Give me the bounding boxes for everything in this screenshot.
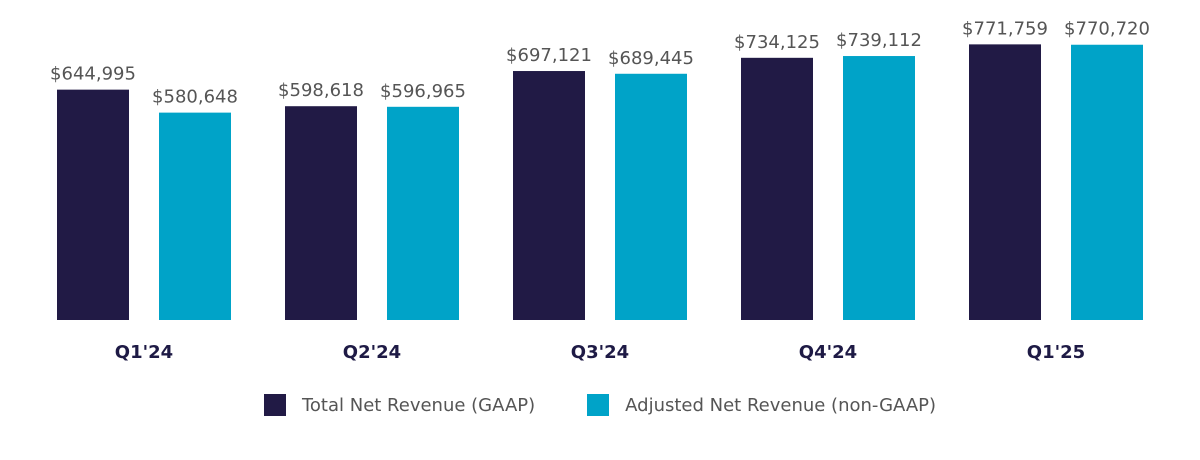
legend-swatch-total-net-revenue [263, 394, 286, 416]
legend-label-total-net-revenue: Total Net Revenue (GAAP) [301, 394, 536, 416]
value-label-total-q2-24: $598,618 [278, 80, 364, 101]
bar-adjusted-q1-25 [1071, 44, 1143, 320]
value-label-adjusted-q4-24: $739,112 [836, 30, 922, 51]
bar-adjusted-q4-24 [843, 56, 915, 320]
x-tick-label-q1-24: Q1'24 [115, 342, 173, 363]
bar-total-q1-25 [969, 44, 1041, 320]
x-tick-label-q2-24: Q2'24 [343, 342, 401, 363]
bar-adjusted-q1-24 [159, 112, 231, 320]
legend-label-adjusted-net-revenue: Adjusted Net Revenue (non-GAAP) [625, 394, 937, 416]
value-label-total-q1-25: $771,759 [962, 18, 1048, 39]
legend-swatch-adjusted-net-revenue [587, 394, 610, 416]
value-label-adjusted-q3-24: $689,445 [608, 48, 694, 69]
legend-item-adjusted-net-revenue: Adjusted Net Revenue (non-GAAP) [587, 394, 936, 416]
bar-total-q1-24 [57, 89, 129, 320]
value-label-total-q4-24: $734,125 [734, 32, 820, 53]
chart-legend: Total Net Revenue (GAAP) Adjusted Net Re… [0, 394, 1200, 416]
x-tick-label-q4-24: Q4'24 [799, 342, 857, 363]
bar-total-q4-24 [741, 57, 813, 320]
legend-item-total-net-revenue: Total Net Revenue (GAAP) [263, 394, 536, 416]
value-label-adjusted-q1-25: $770,720 [1064, 19, 1150, 40]
value-label-total-q1-24: $644,995 [50, 64, 136, 85]
value-label-total-q3-24: $697,121 [506, 45, 592, 66]
x-tick-label-q3-24: Q3'24 [571, 342, 629, 363]
bar-total-q3-24 [513, 71, 585, 320]
bar-adjusted-q2-24 [387, 106, 459, 320]
value-label-adjusted-q2-24: $596,965 [380, 81, 466, 102]
x-tick-label-q1-25: Q1'25 [1027, 342, 1085, 363]
bar-adjusted-q3-24 [615, 73, 687, 320]
bar-total-q2-24 [285, 106, 357, 320]
value-label-adjusted-q1-24: $580,648 [152, 87, 238, 108]
